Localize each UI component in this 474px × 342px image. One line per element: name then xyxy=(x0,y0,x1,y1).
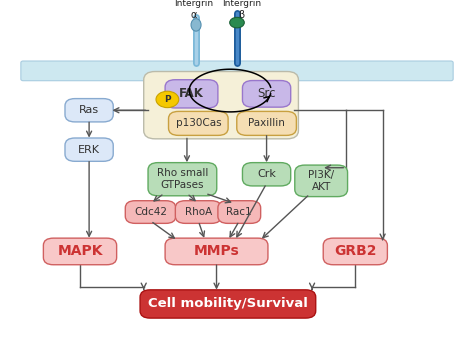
Text: α: α xyxy=(191,10,197,20)
Text: β: β xyxy=(238,10,245,20)
Text: FAK: FAK xyxy=(179,87,204,100)
Circle shape xyxy=(230,17,244,28)
Text: Ras: Ras xyxy=(79,105,99,115)
Text: Intergrin: Intergrin xyxy=(174,0,213,9)
Ellipse shape xyxy=(191,19,201,31)
FancyBboxPatch shape xyxy=(218,201,261,223)
Text: GRB2: GRB2 xyxy=(334,245,376,259)
FancyBboxPatch shape xyxy=(169,111,228,135)
FancyBboxPatch shape xyxy=(243,81,291,107)
Text: Src: Src xyxy=(257,87,276,100)
Text: ERK: ERK xyxy=(78,145,100,155)
FancyBboxPatch shape xyxy=(125,201,176,223)
FancyBboxPatch shape xyxy=(237,111,296,135)
Text: Rac1: Rac1 xyxy=(227,207,252,217)
Text: PI3K/
AKT: PI3K/ AKT xyxy=(308,170,334,192)
FancyBboxPatch shape xyxy=(165,80,218,108)
Text: MAPK: MAPK xyxy=(57,245,103,259)
Text: Crk: Crk xyxy=(257,169,276,179)
Text: Rho small
GTPases: Rho small GTPases xyxy=(157,168,208,190)
FancyBboxPatch shape xyxy=(140,290,316,318)
FancyBboxPatch shape xyxy=(295,165,347,197)
FancyBboxPatch shape xyxy=(65,138,113,161)
Text: P: P xyxy=(164,95,171,104)
FancyBboxPatch shape xyxy=(323,238,387,265)
FancyBboxPatch shape xyxy=(21,61,453,81)
FancyBboxPatch shape xyxy=(65,98,113,122)
Circle shape xyxy=(156,91,179,108)
Text: Intergrin: Intergrin xyxy=(222,0,261,9)
FancyBboxPatch shape xyxy=(148,163,217,196)
FancyBboxPatch shape xyxy=(243,163,291,186)
Text: RhoA: RhoA xyxy=(185,207,212,217)
FancyBboxPatch shape xyxy=(44,238,117,265)
FancyBboxPatch shape xyxy=(175,201,221,223)
FancyBboxPatch shape xyxy=(144,71,299,139)
Text: Paxillin: Paxillin xyxy=(248,118,285,128)
Text: Cell mobility/Survival: Cell mobility/Survival xyxy=(148,298,308,311)
FancyBboxPatch shape xyxy=(165,238,268,265)
Text: p130Cas: p130Cas xyxy=(175,118,221,128)
Text: MMPs: MMPs xyxy=(194,245,239,259)
Text: Cdc42: Cdc42 xyxy=(134,207,167,217)
